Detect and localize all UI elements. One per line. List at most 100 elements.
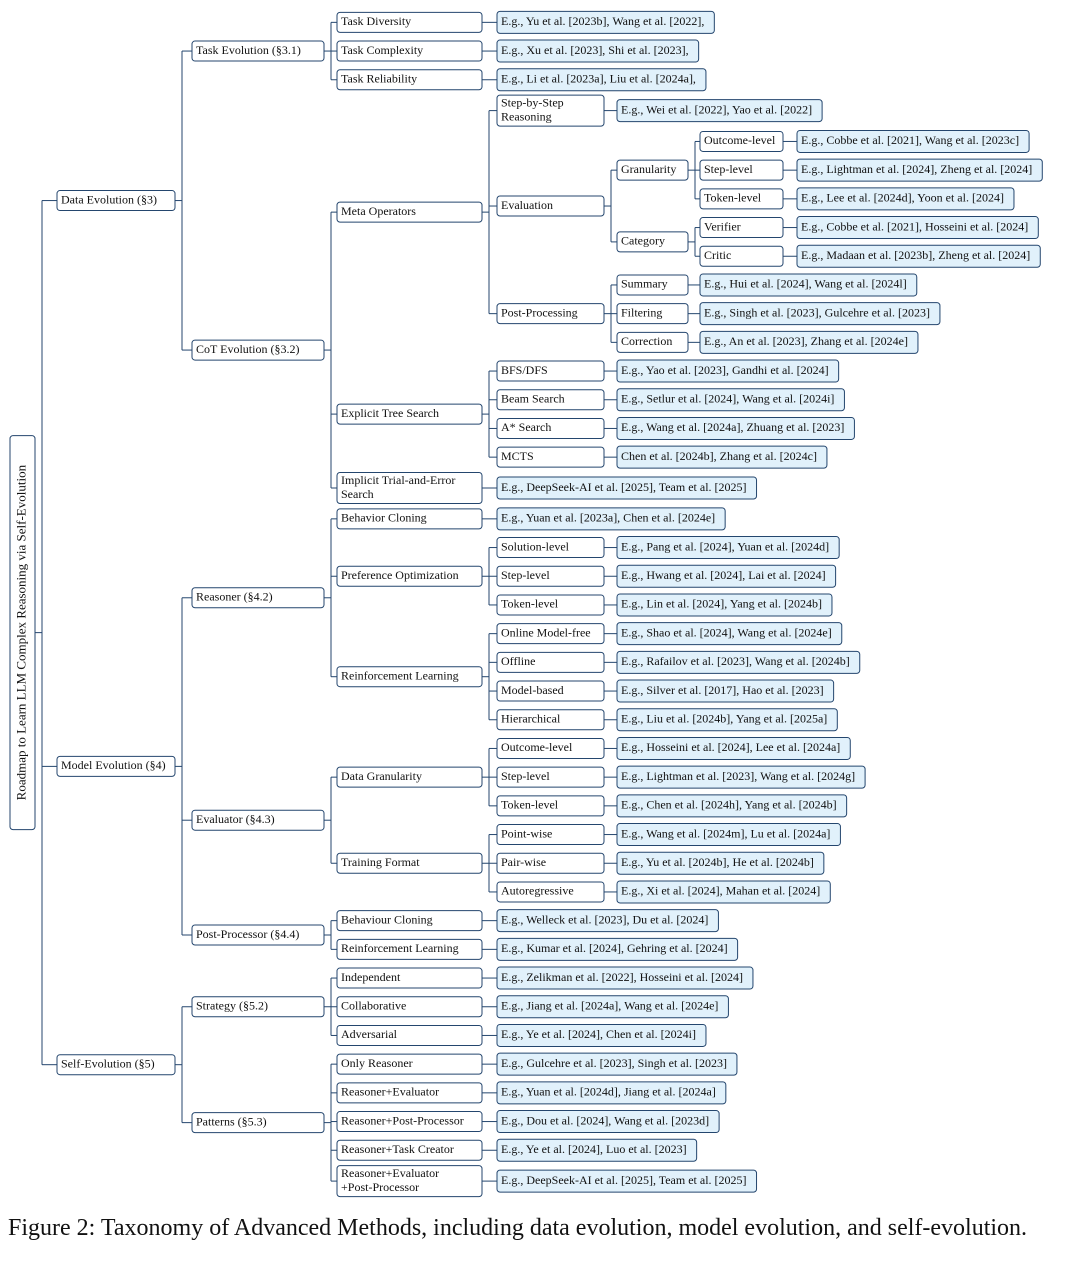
root-label: Roadmap to Learn LLM Complex Reasoning v… <box>13 464 28 800</box>
reference-text: E.g., Gulcehre et al. [2023], Singh et a… <box>501 1056 727 1070</box>
node-label: +Post-Processor <box>341 1180 419 1194</box>
node-label: Collaborative <box>341 999 406 1013</box>
node-label: Verifier <box>704 219 741 233</box>
node-label: Step-by-Step <box>501 95 564 109</box>
node-label: Step-level <box>501 568 550 582</box>
reference-box <box>796 244 1041 268</box>
reference-box <box>496 1110 720 1134</box>
node-label: Post-Processor (§4.4) <box>196 927 299 941</box>
reference-text: E.g., Madaan et al. [2023b], Zheng et al… <box>801 248 1030 262</box>
reference-box <box>496 966 754 990</box>
node-label: Outcome-level <box>704 133 776 147</box>
node-label: Autoregressive <box>501 884 574 898</box>
reference-box <box>699 273 918 297</box>
node-label: Task Reliability <box>341 72 417 86</box>
reference-text: E.g., Lin et al. [2024], Yang et al. [20… <box>621 597 822 611</box>
reference-text: E.g., Welleck et al. [2023], Du et al. [… <box>501 912 708 926</box>
node-label: Reinforcement Learning <box>341 941 459 955</box>
reference-text: E.g., DeepSeek-AI et al. [2025], Team et… <box>501 1173 747 1187</box>
reference-box <box>496 39 700 63</box>
node-label: Model Evolution (§4) <box>61 758 166 772</box>
reference-box <box>496 937 739 961</box>
reference-box <box>616 650 861 674</box>
node-label: Behaviour Cloning <box>341 912 433 926</box>
node-label: Category <box>621 234 665 248</box>
node-label: Meta Operators <box>341 204 416 218</box>
reference-box <box>496 1052 738 1076</box>
reference-text: E.g., An et al. [2023], Zhang et al. [20… <box>704 334 908 348</box>
reference-box <box>616 359 840 383</box>
node-label: Preference Optimization <box>341 568 459 582</box>
node-label: Behavior Cloning <box>341 511 427 525</box>
reference-text: E.g., Chen et al. [2024h], Yang et al. [… <box>621 798 837 812</box>
reference-text: E.g., Lightman et al. [2023], Wang et al… <box>621 769 855 783</box>
reference-box <box>616 445 828 469</box>
reference-text: E.g., Wang et al. [2024a], Zhuang et al.… <box>621 420 844 434</box>
node-label: Reasoning <box>501 109 552 123</box>
node-label: Evaluation <box>501 198 553 212</box>
node-label: Task Diversity <box>341 14 411 28</box>
reference-text: E.g., Xu et al. [2023], Shi et al. [2023… <box>501 43 689 57</box>
reference-text: E.g., Wei et al. [2022], Yao et al. [202… <box>621 102 812 116</box>
reference-text: E.g., Li et al. [2023a], Liu et al. [202… <box>501 72 696 86</box>
node-label: Step-level <box>501 769 550 783</box>
node-label: Only Reasoner <box>341 1056 413 1070</box>
reference-box <box>616 679 835 703</box>
reference-box <box>699 330 919 354</box>
reference-text: E.g., Xi et al. [2024], Mahan et al. [20… <box>621 884 820 898</box>
node-label: Outcome-level <box>501 740 573 754</box>
node-label: A* Search <box>501 420 551 434</box>
reference-text: E.g., Yao et al. [2023], Gandhi et al. [… <box>621 363 829 377</box>
reference-text: E.g., Ye et al. [2024], Luo et al. [2023… <box>501 1142 687 1156</box>
node-label: Reasoner (§4.2) <box>196 590 273 604</box>
reference-box <box>616 99 823 123</box>
reference-box <box>496 1169 758 1193</box>
node-label: Explicit Tree Search <box>341 406 439 420</box>
reference-text: E.g., Yu et al. [2023b], Wang et al. [20… <box>501 14 704 28</box>
reference-box <box>496 995 729 1019</box>
reference-box <box>616 416 855 440</box>
reference-box <box>616 765 866 789</box>
node-label: Task Evolution (§3.1) <box>196 43 301 57</box>
node-label: Online Model-free <box>501 625 591 639</box>
reference-text: E.g., Zelikman et al. [2022], Hosseini e… <box>501 970 743 984</box>
node-label: Reasoner+Post-Processor <box>341 1113 464 1127</box>
node-label: Beam Search <box>501 392 565 406</box>
node-label: Step-level <box>704 162 753 176</box>
reference-text: E.g., Lee et al. [2024d], Yoon et al. [2… <box>801 191 1004 205</box>
reference-box <box>496 10 715 34</box>
node-label: Critic <box>704 248 731 262</box>
reference-box <box>496 476 758 500</box>
node-label: Pair-wise <box>501 855 546 869</box>
node-label: Search <box>341 487 374 501</box>
node-label: Reasoner+Evaluator <box>341 1085 439 1099</box>
node-label: Reasoner+Evaluator <box>341 1166 439 1180</box>
reference-box <box>616 536 840 560</box>
reference-text: Chen et al. [2024b], Zhang et al. [2024c… <box>621 449 817 463</box>
reference-box <box>616 622 843 646</box>
reference-text: E.g., Yu et al. [2024b], He et al. [2024… <box>621 855 814 869</box>
node-label: Summary <box>621 277 668 291</box>
reference-box <box>616 880 831 904</box>
reference-box <box>496 1081 727 1105</box>
reference-box <box>616 708 838 732</box>
node-label: BFS/DFS <box>501 363 548 377</box>
taxonomy-diagram: Roadmap to Learn LLM Complex Reasoning v… <box>9 10 1043 1198</box>
reference-text: E.g., Hosseini et al. [2024], Lee et al.… <box>621 740 840 754</box>
node-label: Training Format <box>341 855 420 869</box>
node-label: Correction <box>621 334 672 348</box>
reference-text: E.g., DeepSeek-AI et al. [2025], Team et… <box>501 480 747 494</box>
node-label: Token-level <box>501 597 559 611</box>
node-label: MCTS <box>501 449 534 463</box>
reference-text: E.g., Jiang et al. [2024a], Wang et al. … <box>501 999 718 1013</box>
node-label: Model-based <box>501 683 564 697</box>
reference-box <box>699 302 941 326</box>
reference-text: E.g., Cobbe et al. [2021], Wang et al. [… <box>801 133 1019 147</box>
reference-box <box>616 388 845 412</box>
reference-text: E.g., Lightman et al. [2024], Zheng et a… <box>801 162 1032 176</box>
reference-box <box>616 736 851 760</box>
reference-box <box>796 187 1015 211</box>
node-label: Task Complexity <box>341 43 423 57</box>
node-label: Independent <box>341 970 401 984</box>
